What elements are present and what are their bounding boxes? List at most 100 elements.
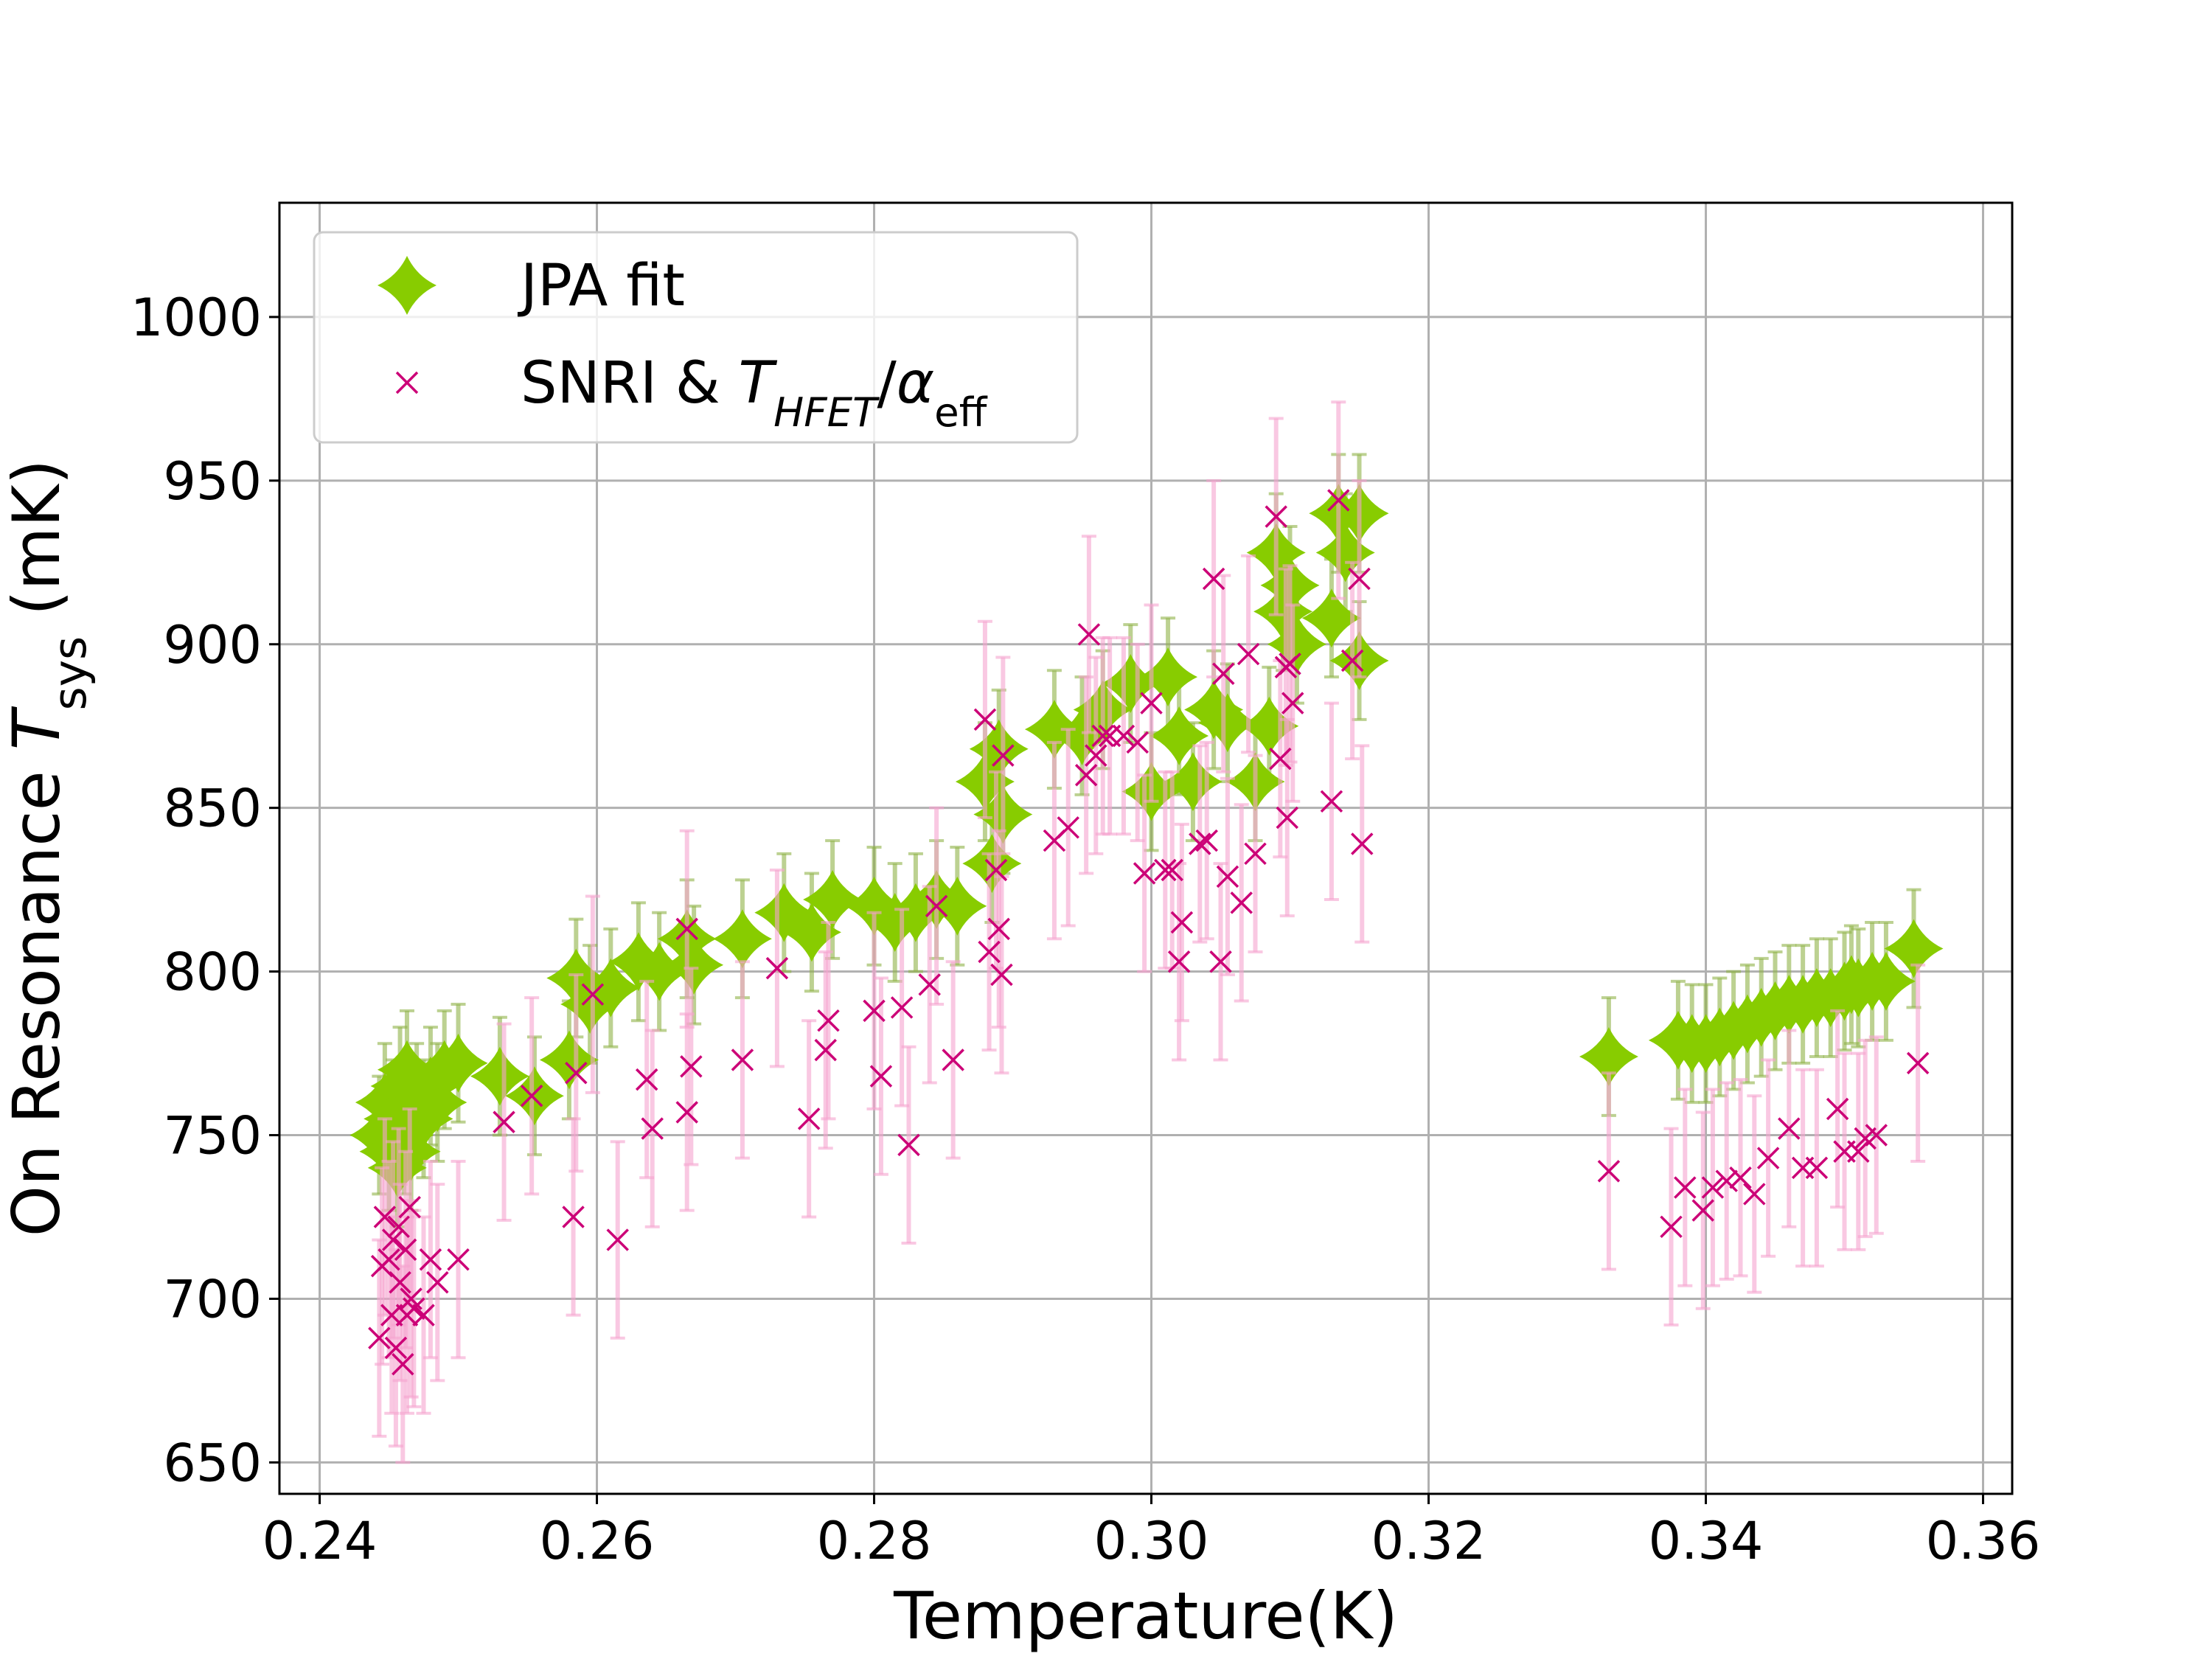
axes-frame [278,201,2014,1495]
y-tick-label: 700 [163,1269,262,1329]
point [664,935,724,995]
point [1112,724,1135,748]
point [539,1030,599,1090]
point [782,902,841,962]
point [392,1352,414,1376]
point [398,1195,421,1219]
point [377,1040,437,1099]
y-tick-label: 800 [163,942,262,1003]
point [1315,523,1375,582]
point [504,1066,564,1126]
point [1161,858,1183,882]
x-tick-label: 0.30 [1094,1511,1209,1571]
point [1269,747,1292,771]
point [1077,623,1101,646]
point [1276,806,1298,830]
point [364,1089,423,1149]
point [675,1101,698,1124]
point [1778,1117,1801,1140]
plot-area [349,400,1944,1464]
point [381,1228,405,1251]
point [1184,680,1244,740]
point [630,942,689,1001]
point [1253,582,1313,641]
point [886,883,945,942]
point [984,858,1008,882]
point [419,1248,442,1271]
point [1597,1160,1621,1183]
point [560,974,620,1034]
point [890,996,914,1019]
point [1865,1124,1888,1147]
point [1216,865,1239,888]
point [1265,505,1287,528]
point [373,1206,397,1228]
point [1743,1183,1766,1206]
point [817,1009,840,1032]
point [1729,1166,1752,1189]
point [1057,816,1079,839]
x-tick-label: 0.24 [262,1511,378,1571]
y-tick-label: 850 [163,779,262,839]
point [1133,862,1156,885]
point [1126,731,1149,754]
point [1351,832,1374,855]
x-tick-label: 0.28 [817,1511,932,1571]
point [608,932,668,992]
point [384,1336,408,1360]
point [754,883,814,942]
point [1101,654,1161,714]
point [1074,764,1098,787]
point [1163,752,1222,812]
point [1691,1199,1714,1222]
x-tick-label: 0.34 [1649,1511,1764,1571]
x-tick-label: 0.26 [540,1511,655,1571]
point [1167,950,1191,973]
point [641,1117,664,1140]
point [408,1073,467,1133]
legend-marker [395,371,419,394]
series [368,400,1930,1464]
point [493,1110,515,1134]
point [1085,744,1107,767]
point [897,1133,920,1157]
point [1140,692,1163,714]
point [1320,790,1343,813]
point [581,983,605,1006]
point [581,958,641,1018]
point [1856,951,1916,1011]
point [797,1107,821,1130]
point [844,876,904,936]
point [1660,1215,1683,1239]
legend-box [313,231,1079,444]
point [928,876,987,936]
point [1674,1176,1697,1199]
point [1052,706,1112,766]
point [1230,891,1253,914]
y-tick-label: 750 [163,1106,262,1166]
point [969,719,1029,779]
point [990,963,1013,987]
point [1327,489,1350,512]
point [765,956,789,980]
point [1906,1051,1930,1075]
point [355,1073,414,1133]
point [863,999,886,1023]
y-tick-label: 900 [163,615,262,675]
point [712,909,772,969]
point [992,744,1015,767]
point [1267,614,1326,674]
point [368,1326,391,1349]
point [428,1033,488,1093]
point [1212,662,1235,685]
point [1237,642,1260,666]
point [865,893,925,953]
point [1170,911,1194,934]
point [635,1068,658,1091]
point [447,1248,470,1271]
point [1826,1097,1849,1121]
point [394,1089,453,1149]
x-tick-label: 0.32 [1371,1511,1486,1571]
point [973,708,997,731]
point [1209,950,1232,973]
